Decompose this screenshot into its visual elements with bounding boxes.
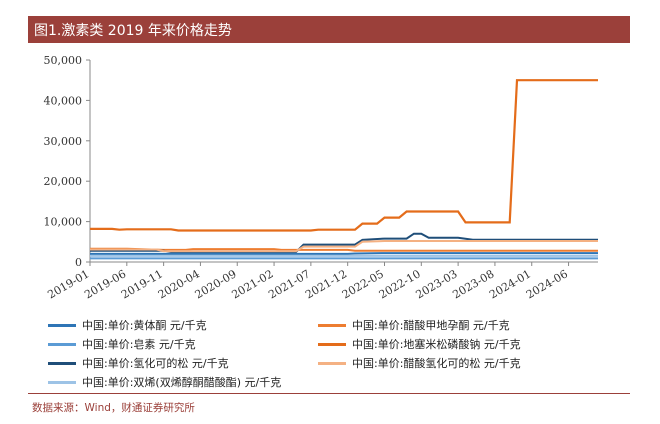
legend-swatch <box>48 380 76 384</box>
legend-swatch <box>318 342 346 346</box>
legend-label: 中国:单价:双烯(双烯醇酮醋酸酯) 元/千克 <box>82 376 282 389</box>
legend-label: 中国:单价:氢化可的松 元/千克 <box>82 357 229 370</box>
legend-label: 中国:单价:黄体酮 元/千克 <box>82 319 207 332</box>
x-tick-label: 2021-07 <box>266 267 312 301</box>
series-line <box>90 252 598 255</box>
chart-title: 图1.激素类 2019 年来价格走势 <box>34 23 232 39</box>
x-tick-label: 2024-01 <box>487 267 533 301</box>
x-tick-label: 2019-11 <box>119 267 165 301</box>
series-line <box>90 240 598 253</box>
x-tick-label: 2020-09 <box>193 267 239 301</box>
y-tick-label: 30,000 <box>44 135 83 148</box>
y-axis: 0 10,000 20,000 30,000 40,000 50,000 <box>44 54 91 269</box>
legend-swatch <box>318 323 346 327</box>
x-tick-label: 2023-08 <box>450 267 496 301</box>
legend-label: 中国:单价:醋酸氢化可的松 元/千克 <box>352 357 521 370</box>
legend-label: 中国:单价:醋酸甲地孕酮 元/千克 <box>352 319 510 332</box>
x-tick-label: 2019-06 <box>82 267 128 301</box>
legend-swatch <box>48 361 76 365</box>
title-bar: 图1.激素类 2019 年来价格走势 <box>28 16 630 43</box>
legend-swatch <box>48 342 76 346</box>
x-axis: 2019-012019-062019-112020-042020-092021-… <box>45 261 598 301</box>
x-tick-label: 2021-02 <box>229 267 275 301</box>
legend-item: 中国:单价:双烯(双烯醇酮醋酸酯) 元/千克 <box>48 373 281 391</box>
legend-label: 中国:单价:皂素 元/千克 <box>82 338 196 351</box>
x-tick-label: 2021-12 <box>303 267 349 301</box>
x-tick-label: 2024-06 <box>524 267 570 301</box>
legend-item: 中国:单价:黄体酮 元/千克 <box>48 316 207 334</box>
y-tick-label: 10,000 <box>44 216 83 229</box>
y-tick-label: 40,000 <box>44 94 83 107</box>
footer-divider <box>28 393 630 394</box>
x-tick-label: 2023-03 <box>414 267 460 301</box>
legend-item: 中国:单价:皂素 元/千克 <box>48 335 196 353</box>
legend-label: 中国:单价:地塞米松磷酸钠 元/千克 <box>352 338 521 351</box>
legend-swatch <box>48 323 76 327</box>
legend-swatch <box>318 361 346 365</box>
x-tick-label: 2020-04 <box>156 267 202 301</box>
legend-item: 中国:单价:醋酸甲地孕酮 元/千克 <box>318 316 510 334</box>
y-tick-label: 0 <box>75 256 82 269</box>
legend-item: 中国:单价:氢化可的松 元/千克 <box>48 354 229 372</box>
legend-item: 中国:单价:地塞米松磷酸钠 元/千克 <box>318 335 521 353</box>
legend-item: 中国:单价:醋酸氢化可的松 元/千克 <box>318 354 521 372</box>
y-tick-label: 20,000 <box>44 175 83 188</box>
source-note: 数据来源：Wind，财通证券研究所 <box>32 402 195 414</box>
x-tick-label: 2022-10 <box>377 267 423 301</box>
x-tick-label: 2022-05 <box>340 267 386 301</box>
series-layer <box>90 79 598 260</box>
y-tick-label: 50,000 <box>44 54 83 67</box>
series-line <box>90 79 598 232</box>
x-tick-label: 2019-01 <box>45 267 91 301</box>
